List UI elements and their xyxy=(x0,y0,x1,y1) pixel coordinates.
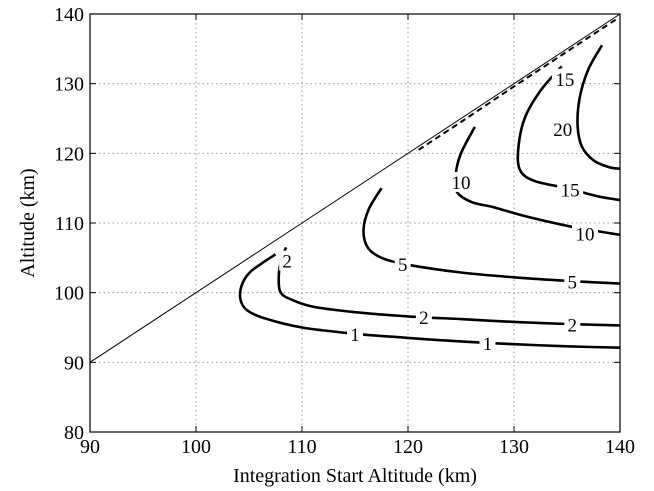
y-tick-label: 120 xyxy=(54,143,84,165)
x-tick-label: 130 xyxy=(499,436,529,458)
contour-label-5: 5 xyxy=(568,273,578,294)
contour-line-1 xyxy=(238,253,621,349)
contour-label-gap xyxy=(551,68,578,89)
contour-label-2: 2 xyxy=(419,308,429,329)
plot-lines xyxy=(89,13,621,363)
contour-label-gap xyxy=(279,250,296,271)
y-tick-label: 140 xyxy=(54,4,84,26)
contour-label-1: 1 xyxy=(483,334,493,355)
x-axis-title: Integration Start Altitude (km) xyxy=(233,465,477,487)
contour-label-gap xyxy=(549,118,576,139)
contour-label-gap xyxy=(415,307,432,328)
contour-label-20: 20 xyxy=(553,120,572,141)
contour-line-2 xyxy=(277,246,621,327)
y-tick-label: 110 xyxy=(55,213,84,235)
contour-label-1: 1 xyxy=(350,325,360,346)
contour-label-10: 10 xyxy=(452,173,471,194)
x-tick-label: 90 xyxy=(80,436,100,458)
contour-label-5: 5 xyxy=(398,255,408,276)
contour-label-gap xyxy=(557,179,584,200)
contour-line-15 xyxy=(516,65,621,202)
contour-labels: 1 1 2 2 2 5 5 10 10 15 15 20 xyxy=(279,68,599,355)
x-tick-label: 140 xyxy=(605,436,635,458)
contour-label-2: 2 xyxy=(568,316,578,337)
contour-label-gap xyxy=(347,323,363,344)
y-tick-label: 100 xyxy=(54,283,84,305)
diagonal-line xyxy=(89,13,621,363)
contour-label-15: 15 xyxy=(555,70,574,91)
contour-label-2: 2 xyxy=(282,252,292,273)
contour-label-10: 10 xyxy=(576,224,595,245)
contour-label-gap xyxy=(564,271,581,292)
contour-label-gap xyxy=(564,314,581,335)
contour-label-gap xyxy=(479,332,496,353)
contour-label-gap xyxy=(448,171,474,192)
contour-label-gap xyxy=(394,254,411,275)
dashed-curve xyxy=(418,18,617,151)
contour-label-15: 15 xyxy=(561,181,580,202)
y-axis-title: Altitude (km) xyxy=(17,168,39,277)
contour-label-gap xyxy=(572,223,599,244)
x-tick-label: 100 xyxy=(181,436,211,458)
contour-line-20 xyxy=(576,44,621,170)
x-tick-label: 120 xyxy=(393,436,423,458)
y-tick-label: 80 xyxy=(64,422,84,444)
x-tick-label: 110 xyxy=(287,436,316,458)
y-tick-label: 90 xyxy=(64,352,84,374)
grid xyxy=(90,14,620,432)
y-tick-label: 130 xyxy=(54,74,84,96)
contour-line-5 xyxy=(362,187,621,285)
